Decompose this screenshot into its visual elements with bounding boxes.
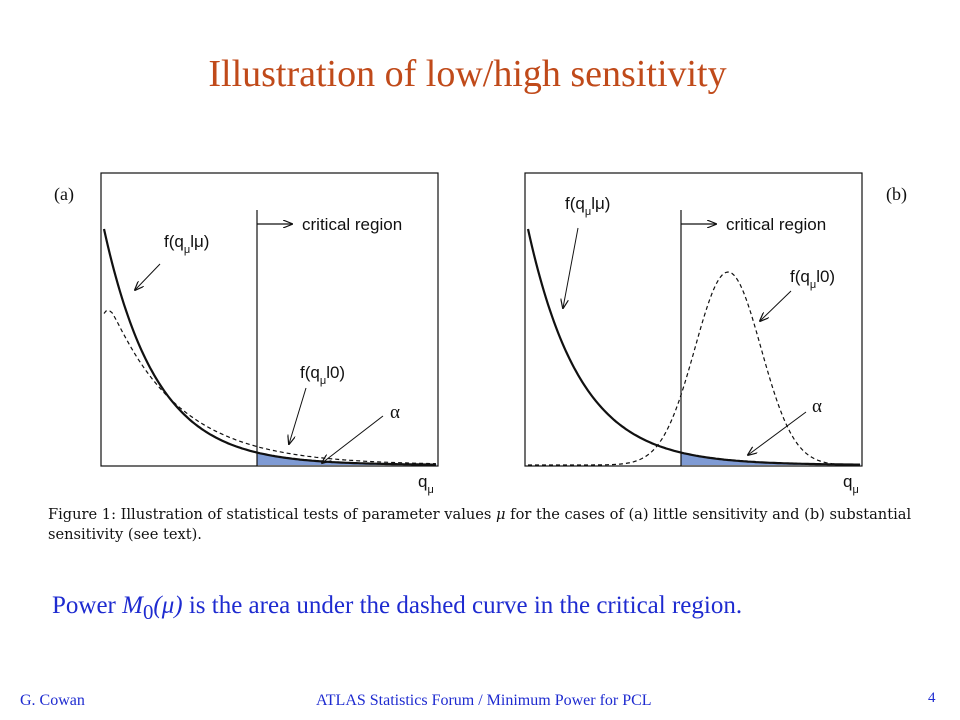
panel-b-alpha-region — [681, 452, 861, 465]
panel-a: (a) critical region f(qμlμ) f(qμl0) α qμ — [54, 172, 439, 496]
panel-b-axis-label: qμ — [843, 472, 859, 496]
panel-b-alpha-pointer — [748, 411, 807, 455]
panel-b-critical-label: critical region — [726, 215, 826, 234]
panel-a-dashed-curve — [103, 309, 437, 465]
figure-caption: Figure 1: Illustration of statistical te… — [48, 506, 912, 543]
panel-a-f-zero-label: f(qμl0) — [300, 363, 345, 387]
panel-a-axis-label: qμ — [418, 472, 434, 496]
panel-a-critical-label: critical region — [302, 215, 402, 234]
panel-a-alpha-pointer — [322, 415, 384, 463]
footer-author: G. Cowan — [20, 692, 85, 709]
panel-a-f-zero-pointer — [289, 387, 307, 444]
panel-b-dashed-curve — [528, 271, 860, 466]
panel-b-solid-curve — [526, 228, 860, 466]
panel-b-tag: (b) — [886, 184, 907, 205]
panel-a-f-mu-label: f(qμlμ) — [164, 232, 209, 256]
panel-b-f-mu-label: f(qμlμ) — [565, 194, 610, 218]
panel-b-f-zero-label: f(qμl0) — [790, 267, 835, 291]
panel-a-frame — [100, 172, 439, 467]
panel-b-f-mu-pointer — [563, 227, 579, 308]
panel-b-f-zero-pointer — [760, 290, 792, 321]
footer-title: ATLAS Statistics Forum / Minimum Power f… — [316, 692, 652, 709]
panel-b: (b) critical region f(qμlμ) f(qμl0) α qμ — [524, 172, 907, 496]
panel-a-alpha-region — [257, 452, 437, 465]
slide-title: Illustration of low/high sensitivity — [208, 53, 727, 95]
panel-a-alpha-label: α — [390, 402, 400, 423]
page-number: 4 — [928, 690, 936, 706]
panel-a-f-mu-pointer — [135, 263, 161, 290]
power-statement: Power M0(μ) is the area under the dashed… — [52, 592, 743, 624]
panel-a-tag: (a) — [54, 184, 74, 205]
panel-b-frame — [524, 172, 863, 467]
panel-b-alpha-label: α — [812, 396, 822, 417]
panel-a-solid-curve — [102, 228, 436, 466]
